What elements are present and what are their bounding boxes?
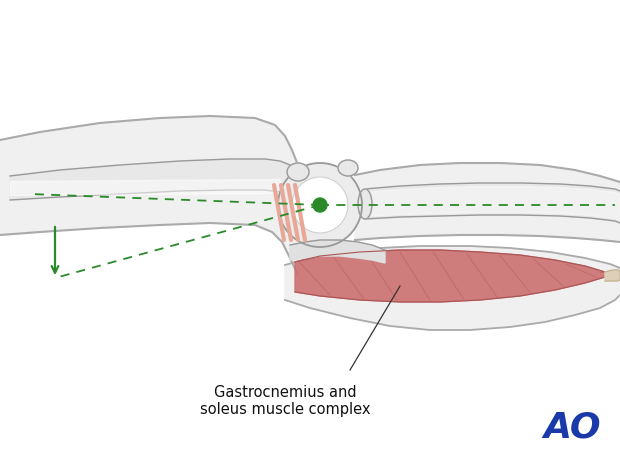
Ellipse shape	[338, 160, 358, 176]
Polygon shape	[295, 250, 615, 302]
Circle shape	[292, 177, 348, 233]
Ellipse shape	[287, 163, 309, 181]
Polygon shape	[10, 159, 295, 202]
Polygon shape	[605, 270, 620, 281]
Polygon shape	[365, 183, 620, 223]
Circle shape	[313, 198, 327, 212]
Polygon shape	[355, 163, 620, 242]
Ellipse shape	[358, 189, 372, 219]
Text: Gastrocnemius and
soleus muscle complex: Gastrocnemius and soleus muscle complex	[200, 385, 370, 417]
Polygon shape	[290, 240, 385, 263]
Text: AO: AO	[543, 411, 601, 445]
Circle shape	[278, 163, 362, 247]
Polygon shape	[285, 246, 620, 330]
Polygon shape	[0, 116, 298, 275]
